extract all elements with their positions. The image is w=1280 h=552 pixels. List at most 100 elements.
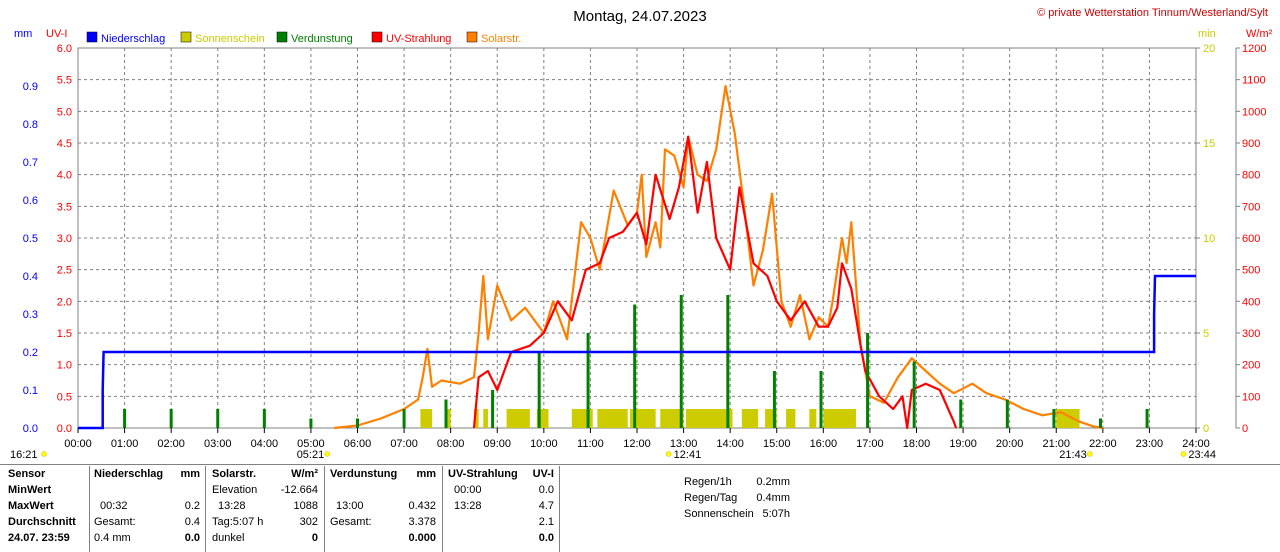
y-tick-uv: 2.5 [57,265,72,277]
y-tick-uv: 1.5 [57,328,72,340]
stats-uv-r2-value: 4.7 [538,500,554,512]
x-tick-label: 08:00 [437,438,465,450]
stats-verdunstung-r2-label: 13:00 [336,500,364,512]
sun-marker-icon [665,451,672,457]
sun-marker-icon [1180,451,1187,457]
stats-verdunstung-r3-value: 3.378 [408,516,436,528]
y-tick-mm: 0.2 [23,347,38,359]
stats-separator [0,464,1280,465]
x-tick-label: 20:00 [996,438,1024,450]
stats-solar-r2-value: 1088 [293,500,318,512]
axis-unit-min: min [1198,28,1216,40]
stats-verdunstung-header: Verdunstung [330,468,398,480]
sun-marker-icon [324,451,330,457]
stats-verdunstung-column: Verdunstung mm 13:00 0.432 Gesamt: 3.378 0.… [330,466,438,546]
x-tick-label: 24:00 [1182,438,1210,450]
stats-extra-value: 5:07h [762,508,790,520]
stats-solar-r3-label: Tag:5:07 h [212,516,264,528]
y-tick-min: 0 [1203,423,1209,435]
sunshine-bar [597,409,628,428]
y-tick-uv: 6.0 [57,43,72,55]
legend-entry: Verdunstung [291,33,353,45]
stats-extra-column: Regen/1h 0.2mm Regen/Tag 0.4mm Sonnenschei… [684,466,794,522]
legend-swatch [86,31,98,43]
stats-verdunstung-unit: mm [416,468,436,480]
y-tick-uv: 1.0 [57,360,72,372]
stats-niederschlag-r2-label: 00:32 [100,500,128,512]
y-tick-uv: 0.0 [57,423,72,435]
stats-niederschlag-r4-value: 0.0 [184,532,200,544]
sun-marker-icon [41,451,47,457]
y-tick-uv: 0.5 [57,391,72,403]
stats-sensor-header: Sensor [8,468,46,480]
stats-solar-r1-value: -12.664 [280,484,318,496]
stats-uv-r3-value: 2.1 [538,516,554,528]
legend-entry: UV-Strahlung [386,33,451,45]
y-tick-wm2: 800 [1242,170,1260,182]
x-tick-label: 23:00 [1136,438,1164,450]
y-tick-mm: 0.3 [23,309,38,321]
y-tick-mm: 0.0 [23,423,38,435]
stats-uv-r4-value: 0.0 [538,532,554,544]
y-tick-uv: 4.5 [57,138,72,150]
stats-niederschlag-r3-value: 0.4 [184,516,200,528]
sunshine-bar [786,409,796,428]
y-tick-uv: 2.0 [57,296,72,308]
stats-divider [205,466,206,552]
y-tick-uv: 4.0 [57,170,72,182]
stats-extra-value: 0.2mm [756,476,790,488]
sunshine-bar [685,409,733,428]
x-tick-label: 09:00 [483,438,511,450]
stats-niederschlag-r4-label: 0.4 mm [94,532,131,544]
stats-uv-r2-label: 13:28 [454,500,482,512]
stats-solar-column: Solarstr. W/m² Elevation -12.664 13:28 1088… [212,466,320,546]
x-tick-label: 14:00 [716,438,744,450]
stats-row-max: MaxWert [8,500,54,512]
stats-uv-header: UV-Strahlung [448,468,518,480]
y-tick-mm: 0.9 [23,81,38,93]
stats-niederschlag-header: Niederschlag [94,468,164,480]
y-tick-wm2: 100 [1242,391,1260,403]
legend-swatch [371,31,383,43]
stats-row-avg: Durchschnitt [8,516,76,528]
y-tick-mm: 0.4 [23,271,38,283]
sunshine-bar [571,409,593,428]
y-tick-uv: 3.5 [57,201,72,213]
x-tick-label: 12:00 [623,438,651,450]
stats-verdunstung-r2-value: 0.432 [408,500,436,512]
stats-solar-header: Solarstr. [212,468,257,480]
x-tick-label: 06:00 [344,438,372,450]
y-tick-wm2: 1100 [1242,75,1266,87]
stats-divider [89,466,90,552]
y-tick-min: 10 [1203,233,1215,245]
x-tick-label: 03:00 [204,438,232,450]
stats-extra-value: 0.4mm [756,492,790,504]
x-tick-label: 02:00 [157,438,185,450]
stats-divider [324,466,325,552]
copyright-notice: © private Wetterstation Tinnum/Westerlan… [1037,7,1268,19]
x-tick-label: 16:00 [810,438,838,450]
x-tick-label: 17:00 [856,438,884,450]
stats-divider [442,466,443,552]
stats-extra-label: Regen/1h [684,476,732,488]
x-tick-label: 11:00 [577,438,604,450]
y-tick-wm2: 700 [1242,201,1260,213]
x-tick-label: 15:00 [763,438,791,450]
stats-solar-unit: W/m² [291,468,318,480]
y-tick-wm2: 1000 [1242,106,1266,118]
legend-entry: Sonnenschein [195,33,265,45]
series-uv-line [472,135,958,430]
y-tick-wm2: 200 [1242,360,1260,372]
stats-uv-r1-value: 0.0 [538,484,554,496]
y-tick-min: 15 [1203,138,1215,150]
stats-niederschlag-r3-label: Gesamt: [94,516,136,528]
stats-sensor-column: Sensor MinWert MaxWert Durchschnitt 24.0… [8,466,88,546]
sun-time-label: 12:41 [674,449,702,461]
legend-entry: Solarstr. [481,33,521,45]
y-tick-uv: 5.5 [57,75,72,87]
axis-unit-mm: mm [14,28,32,40]
series-precipitation-line [78,274,1196,430]
sun-time-label: 05:21 [297,449,325,461]
y-tick-wm2: 400 [1242,296,1260,308]
y-tick-wm2: 900 [1242,138,1260,150]
